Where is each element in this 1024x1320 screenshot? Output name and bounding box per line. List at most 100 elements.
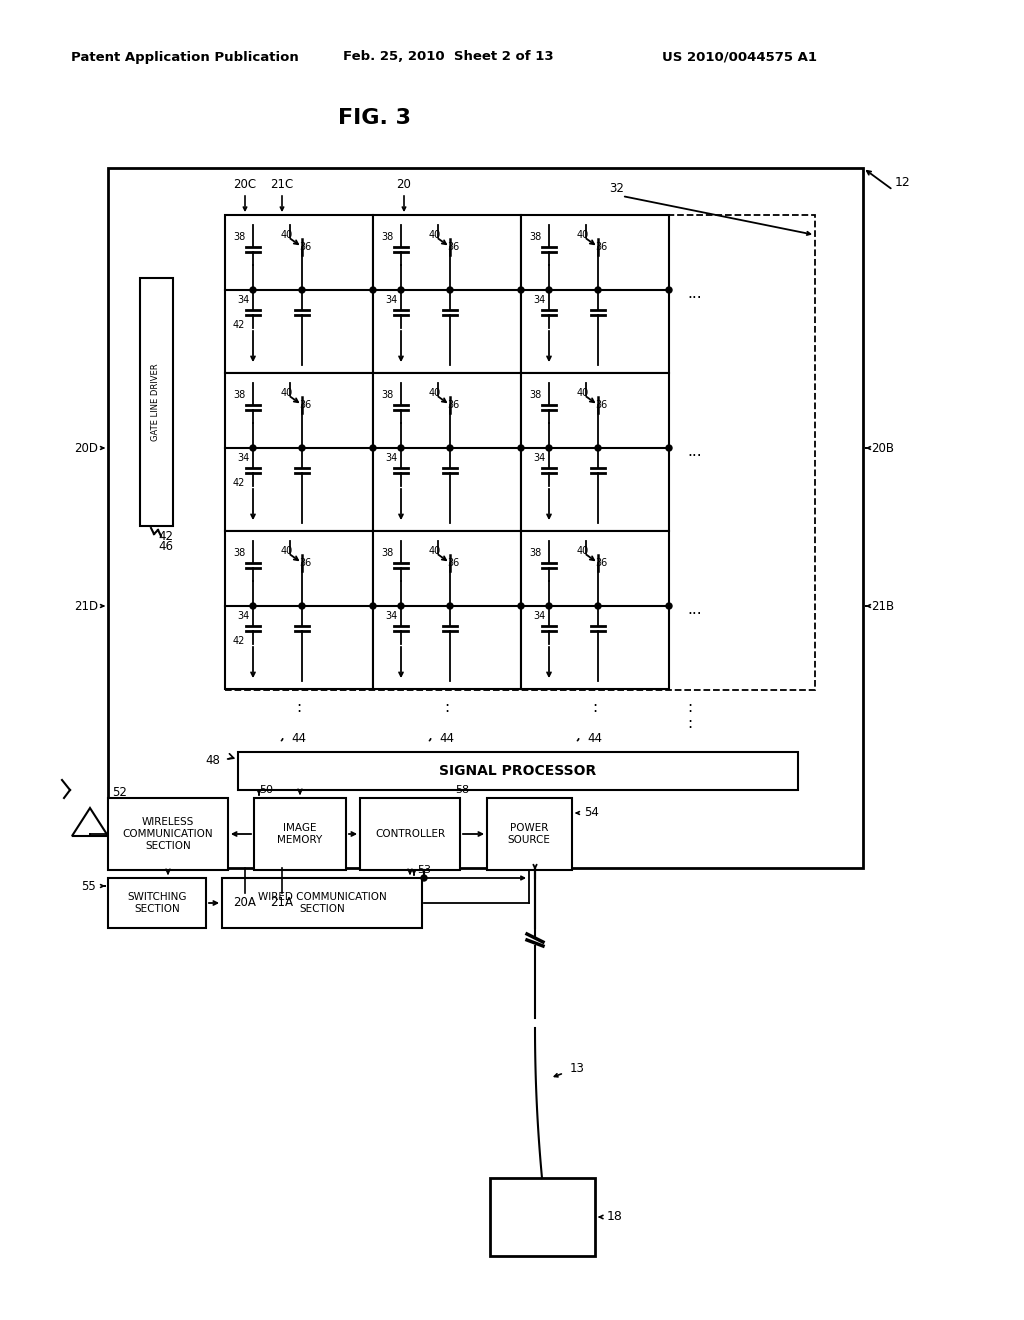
Text: 36: 36 bbox=[595, 242, 607, 252]
Text: 36: 36 bbox=[447, 242, 459, 252]
Text: GATE LINE DRIVER: GATE LINE DRIVER bbox=[152, 363, 161, 441]
Circle shape bbox=[250, 445, 256, 451]
Bar bbox=[254, 799, 346, 870]
Circle shape bbox=[595, 286, 601, 293]
Text: 36: 36 bbox=[299, 400, 311, 411]
Text: 20B: 20B bbox=[871, 441, 894, 454]
Bar bbox=[225, 531, 373, 689]
Bar bbox=[222, 878, 422, 928]
Text: :: : bbox=[296, 700, 301, 714]
Bar bbox=[225, 374, 373, 531]
Bar bbox=[373, 215, 521, 374]
Text: 42: 42 bbox=[158, 529, 173, 543]
Text: Feb. 25, 2010  Sheet 2 of 13: Feb. 25, 2010 Sheet 2 of 13 bbox=[343, 50, 553, 63]
Text: :: : bbox=[687, 700, 692, 714]
Text: 40: 40 bbox=[577, 230, 589, 240]
Text: 38: 38 bbox=[381, 232, 393, 242]
Text: ...: ... bbox=[687, 445, 701, 459]
Bar bbox=[238, 752, 798, 789]
Text: 40: 40 bbox=[281, 546, 293, 556]
Text: 38: 38 bbox=[233, 548, 246, 558]
Circle shape bbox=[370, 445, 376, 451]
Text: SWITCHING
SECTION: SWITCHING SECTION bbox=[127, 892, 186, 913]
Text: 44: 44 bbox=[439, 733, 455, 746]
Text: IMAGE
MEMORY: IMAGE MEMORY bbox=[278, 824, 323, 845]
Bar bbox=[490, 1177, 595, 1257]
Circle shape bbox=[546, 445, 552, 451]
Bar bbox=[225, 215, 373, 374]
Text: POWER
SOURCE: POWER SOURCE bbox=[508, 824, 551, 845]
Text: :: : bbox=[444, 700, 450, 714]
Bar bbox=[225, 215, 815, 690]
Text: 46: 46 bbox=[158, 540, 173, 553]
Text: FIG. 3: FIG. 3 bbox=[339, 108, 412, 128]
Text: 40: 40 bbox=[281, 230, 293, 240]
Text: 50: 50 bbox=[259, 785, 273, 795]
Bar bbox=[108, 168, 863, 869]
Text: 20A: 20A bbox=[233, 895, 256, 908]
Text: 53: 53 bbox=[417, 865, 431, 875]
Text: :: : bbox=[687, 717, 692, 731]
Circle shape bbox=[299, 603, 305, 609]
Text: 32: 32 bbox=[609, 181, 625, 194]
Text: 34: 34 bbox=[237, 453, 249, 463]
Circle shape bbox=[595, 445, 601, 451]
Circle shape bbox=[666, 445, 672, 451]
Circle shape bbox=[398, 603, 404, 609]
Text: ...: ... bbox=[687, 602, 701, 618]
Text: 20C: 20C bbox=[233, 178, 257, 191]
Text: 55: 55 bbox=[81, 879, 96, 892]
Text: 44: 44 bbox=[588, 733, 602, 746]
Text: 20D: 20D bbox=[74, 441, 98, 454]
Bar bbox=[521, 531, 669, 689]
Text: 13: 13 bbox=[570, 1061, 585, 1074]
Text: WIRED COMMUNICATION
SECTION: WIRED COMMUNICATION SECTION bbox=[258, 892, 386, 913]
Circle shape bbox=[299, 445, 305, 451]
Text: Patent Application Publication: Patent Application Publication bbox=[71, 50, 299, 63]
Bar bbox=[373, 374, 521, 531]
Text: 34: 34 bbox=[385, 453, 397, 463]
Text: WIRELESS
COMMUNICATION
SECTION: WIRELESS COMMUNICATION SECTION bbox=[123, 817, 213, 850]
Text: 34: 34 bbox=[385, 294, 397, 305]
Text: 20: 20 bbox=[396, 178, 412, 191]
Circle shape bbox=[370, 603, 376, 609]
Bar bbox=[373, 531, 521, 689]
Text: 36: 36 bbox=[299, 242, 311, 252]
Text: 21A: 21A bbox=[270, 895, 294, 908]
Text: 12: 12 bbox=[895, 176, 910, 189]
Text: 36: 36 bbox=[595, 400, 607, 411]
Text: 38: 38 bbox=[529, 389, 542, 400]
Circle shape bbox=[447, 603, 453, 609]
Text: 21D: 21D bbox=[74, 599, 98, 612]
Text: 40: 40 bbox=[429, 546, 441, 556]
Circle shape bbox=[250, 603, 256, 609]
Text: 40: 40 bbox=[281, 388, 293, 399]
Text: 34: 34 bbox=[534, 611, 545, 620]
Text: 21C: 21C bbox=[270, 178, 294, 191]
Text: CONTROLLER: CONTROLLER bbox=[375, 829, 445, 840]
Circle shape bbox=[518, 445, 524, 451]
Text: 34: 34 bbox=[237, 611, 249, 620]
Circle shape bbox=[421, 875, 427, 880]
Text: 38: 38 bbox=[529, 232, 542, 242]
Circle shape bbox=[518, 286, 524, 293]
Circle shape bbox=[398, 286, 404, 293]
Text: 34: 34 bbox=[385, 611, 397, 620]
Text: 34: 34 bbox=[237, 294, 249, 305]
Text: 21B: 21B bbox=[871, 599, 894, 612]
Bar bbox=[487, 799, 572, 870]
Text: 58: 58 bbox=[455, 785, 469, 795]
Text: 40: 40 bbox=[577, 546, 589, 556]
Text: 40: 40 bbox=[577, 388, 589, 399]
Text: ...: ... bbox=[687, 286, 701, 301]
Text: 34: 34 bbox=[534, 294, 545, 305]
Circle shape bbox=[299, 286, 305, 293]
Text: 52: 52 bbox=[112, 787, 127, 800]
Bar bbox=[360, 799, 460, 870]
Circle shape bbox=[250, 286, 256, 293]
Bar bbox=[108, 799, 228, 870]
Text: 38: 38 bbox=[381, 389, 393, 400]
Text: 38: 38 bbox=[233, 232, 246, 242]
Text: 42: 42 bbox=[233, 319, 246, 330]
Text: 36: 36 bbox=[447, 558, 459, 568]
